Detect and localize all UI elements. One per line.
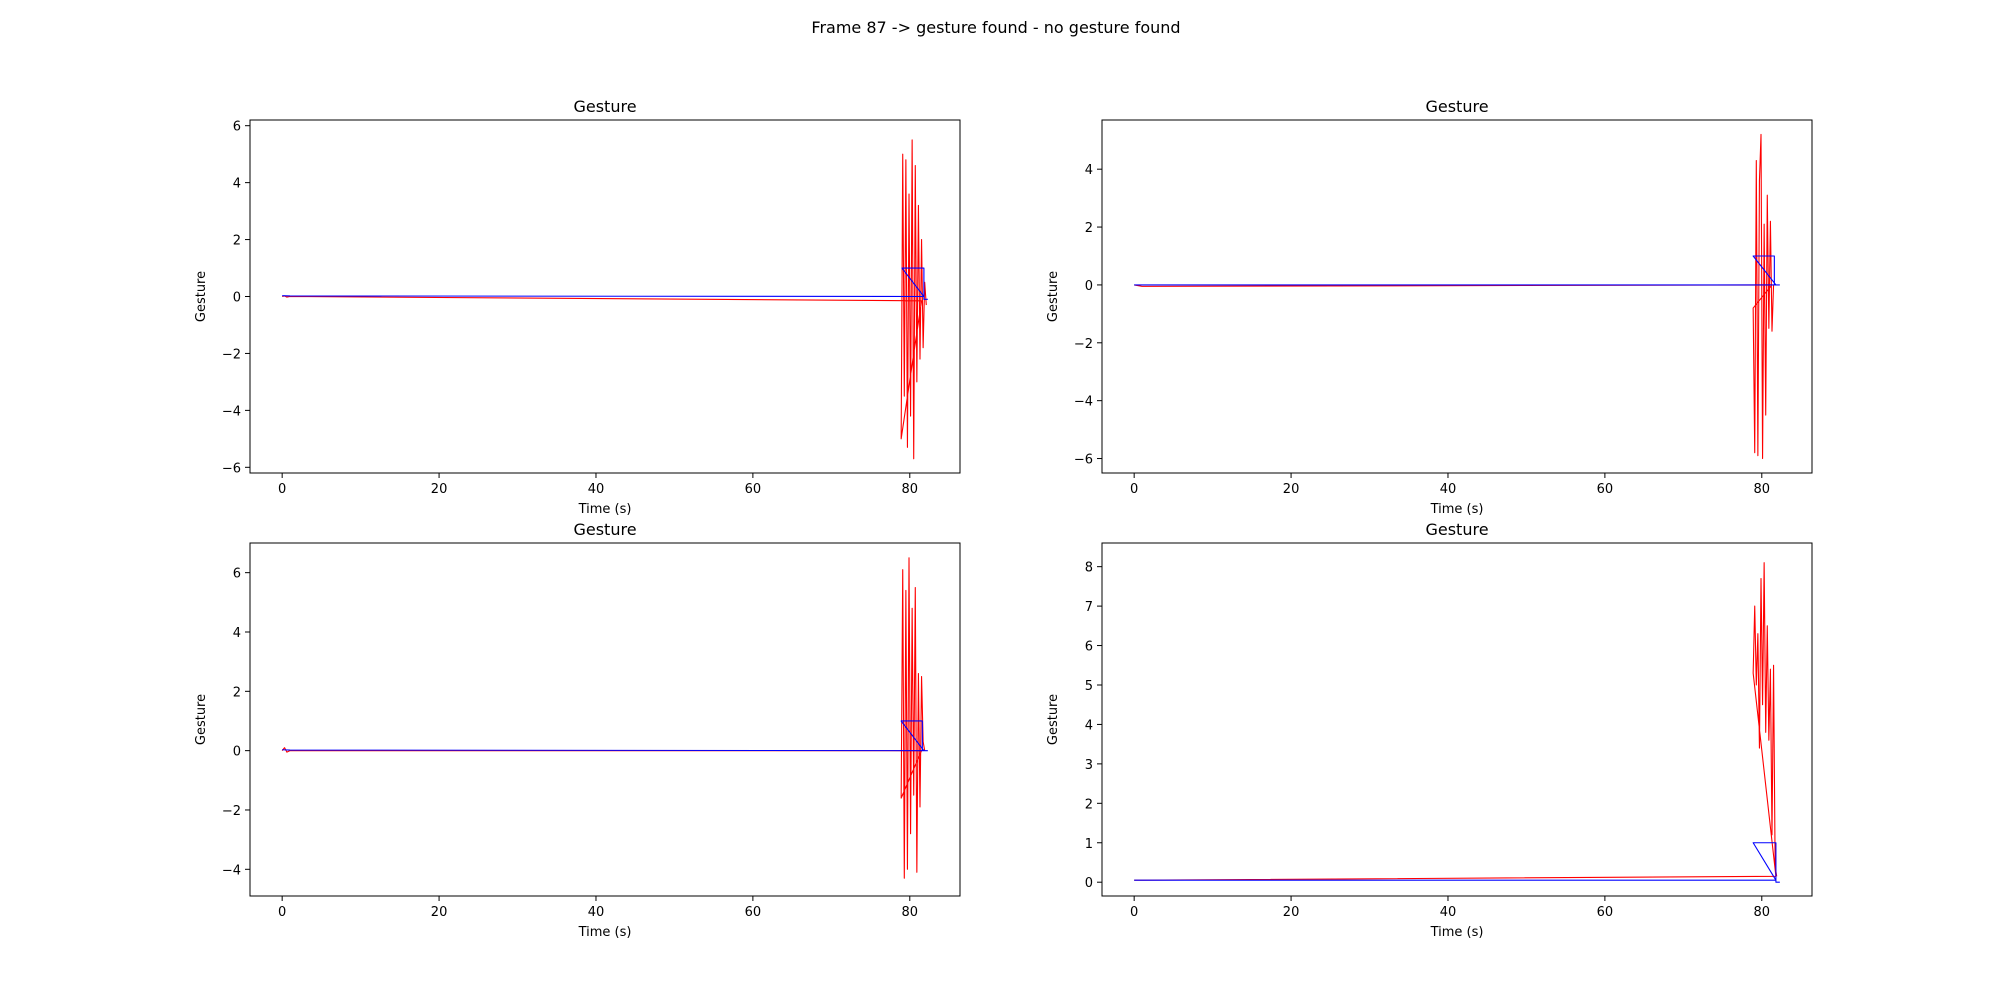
y-tick-label: 6 [1085,640,1093,655]
y-tick-label: −6 [222,461,241,476]
series-line-signal [1134,562,1778,881]
x-tick-label: 80 [902,905,919,920]
y-tick-label: 4 [1085,163,1093,178]
series-line-signal [282,139,927,460]
subplot-2: 0 20 40 60 80 −6 −4 −2 0 2 4 Gesture Time (s) Gesture [1046,97,1813,517]
subplot-title: Gesture [573,520,636,539]
x-tick-label: 0 [278,905,286,920]
y-tick-label: 2 [233,234,241,249]
subplot-title: Gesture [573,97,636,116]
subplot-title: Gesture [1425,97,1488,116]
x-axis-label: Time (s) [578,502,632,517]
figure-suptitle: Frame 87 -> gesture found - no gesture f… [811,18,1180,37]
subplot-3: 0 20 40 60 80 −4 −2 0 2 4 6 Gesture Time (s) Gesture [194,520,961,940]
axes-frame [249,542,961,897]
x-tick-label: 40 [1440,482,1457,497]
x-tick-label: 60 [1597,905,1614,920]
y-axis-label: Gesture [1046,694,1061,745]
y-tick-label: 8 [1085,561,1093,576]
axes-frame [1101,542,1813,897]
y-axis-label: Gesture [1046,271,1061,322]
y-tick-label: 3 [1085,758,1093,773]
series-line-gesture [282,267,928,300]
y-tick-label: 0 [233,745,241,760]
x-tick-label: 0 [278,482,286,497]
x-tick-label: 60 [745,905,762,920]
x-tick-label: 80 [1754,482,1771,497]
x-tick-label: 0 [1130,905,1138,920]
y-tick-label: 2 [233,685,241,700]
y-tick-label: 7 [1085,600,1093,615]
y-tick-label: 2 [1085,221,1093,236]
x-tick-label: 60 [1597,482,1614,497]
axes-frame [1101,119,1813,474]
series-line-signal [281,557,926,879]
x-tick-label: 40 [588,905,605,920]
y-tick-label: 0 [1085,876,1093,891]
y-tick-label: 4 [1085,718,1093,733]
y-tick-label: −4 [1074,395,1093,410]
y-tick-label: −2 [222,804,241,819]
series-line-gesture [282,720,928,752]
y-tick-label: −6 [1074,453,1093,468]
y-tick-label: −4 [222,863,241,878]
subplot-4: 0 20 40 60 80 0 1 2 3 4 5 6 7 8 Gesture Time (s) Gesture [1046,520,1813,940]
y-tick-label: 6 [233,567,241,582]
y-axis-label: Gesture [194,694,209,745]
series-line-gesture [1134,255,1780,286]
x-tick-label: 40 [1440,905,1457,920]
series-line-signal [1134,133,1775,460]
y-tick-label: 0 [233,291,241,306]
x-tick-label: 60 [745,482,762,497]
x-tick-label: 20 [1283,905,1300,920]
y-axis-label: Gesture [194,271,209,322]
y-tick-label: 2 [1085,797,1093,812]
x-axis-label: Time (s) [578,925,632,940]
y-tick-label: 0 [1085,279,1093,294]
x-tick-label: 80 [902,482,919,497]
x-axis-label: Time (s) [1430,925,1484,940]
y-tick-label: −2 [1074,337,1093,352]
subplot-title: Gesture [1425,520,1488,539]
x-tick-label: 20 [431,482,448,497]
x-tick-label: 40 [588,482,605,497]
x-tick-label: 80 [1754,905,1771,920]
y-tick-label: 4 [233,626,241,641]
x-axis-label: Time (s) [1430,502,1484,517]
y-tick-label: −4 [222,404,241,419]
x-tick-label: 0 [1130,482,1138,497]
x-tick-label: 20 [1283,482,1300,497]
x-tick-label: 20 [431,905,448,920]
y-tick-label: 1 [1085,837,1093,852]
y-tick-label: 5 [1085,679,1093,694]
y-tick-label: 4 [233,177,241,192]
subplot-1: 0 20 40 60 80 −6 −4 −2 0 2 4 6 Gesture Time (s) Gestur… [194,97,961,517]
series-line-gesture [1134,842,1780,883]
y-tick-label: −2 [222,347,241,362]
y-tick-label: 6 [233,120,241,135]
